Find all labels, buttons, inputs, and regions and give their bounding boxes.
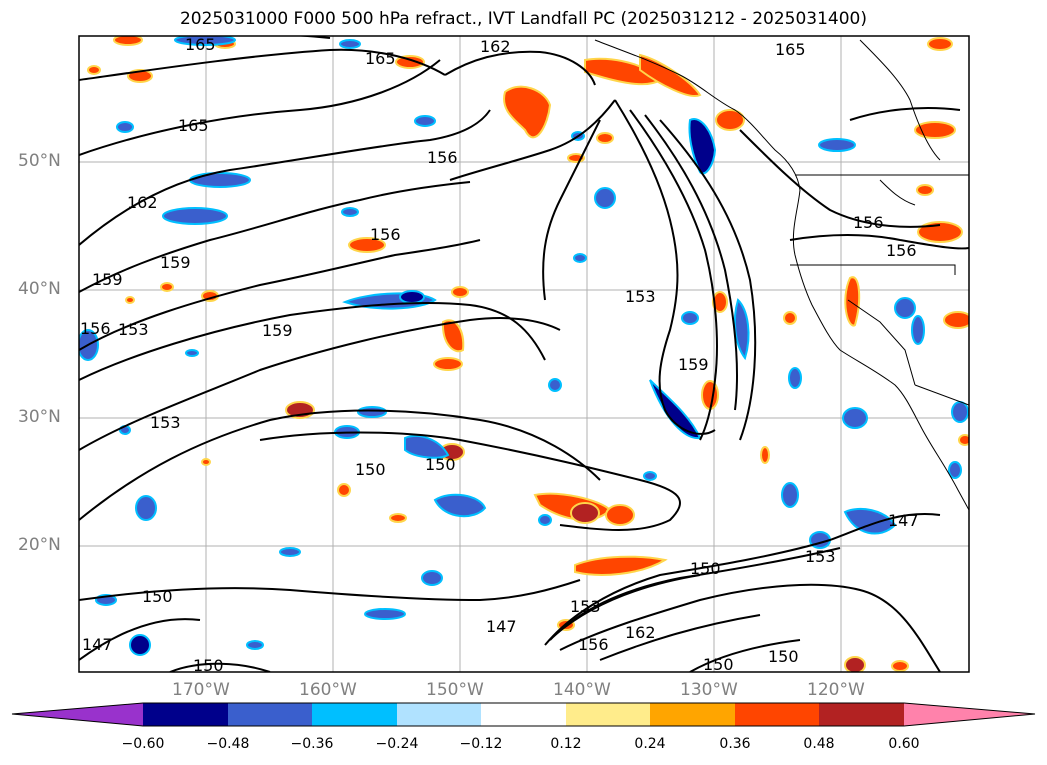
contour-label: 150 (193, 656, 224, 675)
latitude-label: 30°N (18, 407, 61, 427)
colorbar-bin (397, 703, 481, 726)
contour-label: 153 (805, 547, 836, 566)
contour-labels: 165 165 162 165 165 156 162 159 159 156 … (80, 35, 919, 675)
colorbar-bin (481, 703, 566, 726)
latitude-label: 40°N (18, 279, 61, 299)
longitude-label: 130°W (680, 680, 738, 700)
contour-label: 150 (690, 559, 721, 578)
latitude-label: 20°N (18, 535, 61, 555)
contour-label: 156 (370, 225, 401, 244)
contour-label: 153 (625, 287, 656, 306)
contour-label: 150 (355, 460, 386, 479)
latitude-label: 50°N (18, 151, 61, 171)
longitude-label: 150°W (426, 680, 484, 700)
contour-label: 162 (480, 37, 511, 56)
colorbar-bin (566, 703, 650, 726)
colorbar-tick-label: 0.60 (888, 736, 920, 752)
colorbar (11, 702, 1036, 727)
coastline (594, 39, 969, 511)
colorbar-tick-label: 0.48 (803, 736, 835, 752)
contour-label: 165 (185, 35, 216, 54)
negative-anomaly-patches (79, 36, 969, 656)
contour-label: 156 (853, 213, 884, 232)
map-title: 2025031000 F000 500 hPa refract., IVT La… (179, 9, 867, 29)
colorbar-tick-label: 0.12 (550, 736, 582, 752)
contour-label: 159 (678, 355, 709, 374)
colorbar-tick-label: −0.24 (375, 736, 419, 752)
contour-label: 147 (888, 511, 919, 530)
contour-label: 159 (92, 270, 123, 289)
contour-label: 159 (160, 253, 191, 272)
colorbar-bin (228, 703, 312, 726)
contour-label: 156 (80, 319, 111, 338)
contour-label: 156 (427, 148, 458, 167)
colorbar-tick-label: 0.36 (719, 736, 751, 752)
contour-label: 162 (127, 193, 158, 212)
colorbar-extend-low (12, 703, 143, 726)
contour-label: 165 (178, 116, 209, 135)
contour-label: 165 (775, 40, 806, 59)
colorbar-bin (735, 703, 819, 726)
contour-label: 147 (82, 635, 113, 654)
contour-label: 150 (768, 647, 799, 666)
contour-label: 153 (118, 320, 149, 339)
colorbar-bin (143, 703, 228, 726)
colorbar-tick-label: −0.36 (290, 736, 334, 752)
colorbar-outline (11, 702, 1036, 727)
longitude-label: 160°W (299, 680, 357, 700)
contour-label: 150 (425, 455, 456, 474)
contour-label: 156 (578, 635, 609, 654)
longitude-label: 140°W (553, 680, 611, 700)
colorbar-tick-label: −0.12 (459, 736, 503, 752)
map-background (79, 36, 969, 672)
height-contours (79, 36, 969, 672)
colorbar-bin (650, 703, 735, 726)
contour-label: 162 (625, 623, 656, 642)
longitude-label: 120°W (807, 680, 865, 700)
contour-label: 159 (262, 321, 293, 340)
colorbar-tick-label: −0.48 (206, 736, 250, 752)
colorbar-tick-label: 0.24 (634, 736, 666, 752)
colorbar-extend-high (904, 703, 1035, 726)
contour-label: 153 (570, 597, 601, 616)
colorbar-tick-label: −0.60 (121, 736, 165, 752)
contour-label: 147 (486, 617, 517, 636)
map-frame (78, 35, 970, 673)
colorbar-bin (819, 703, 904, 726)
contour-label: 165 (365, 49, 396, 68)
longitude-label: 170°W (172, 680, 230, 700)
contour-label: 150 (142, 587, 173, 606)
contour-label: 156 (886, 241, 917, 260)
colorbar-bin (312, 703, 397, 726)
contour-label: 153 (150, 413, 181, 432)
contour-label: 150 (703, 655, 734, 674)
